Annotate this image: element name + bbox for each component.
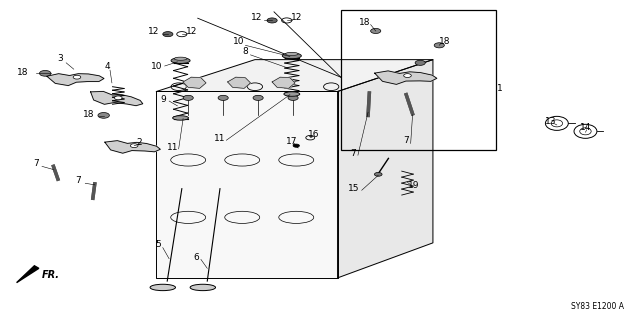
Ellipse shape	[150, 284, 175, 291]
Text: 2: 2	[136, 138, 142, 147]
Text: 9: 9	[160, 95, 166, 104]
Polygon shape	[375, 71, 437, 84]
Ellipse shape	[285, 52, 298, 55]
Circle shape	[404, 74, 412, 77]
Polygon shape	[227, 77, 250, 88]
Polygon shape	[157, 60, 433, 92]
Text: 1: 1	[497, 84, 503, 93]
Polygon shape	[272, 77, 295, 88]
Circle shape	[218, 95, 228, 100]
Text: 5: 5	[155, 240, 161, 249]
Circle shape	[73, 75, 81, 79]
Text: 15: 15	[348, 184, 359, 193]
Text: 18: 18	[83, 110, 94, 119]
Text: 19: 19	[408, 181, 420, 190]
Text: 18: 18	[439, 37, 450, 46]
Circle shape	[98, 113, 110, 118]
Text: 16: 16	[308, 130, 319, 139]
Text: 7: 7	[32, 159, 38, 168]
Text: 6: 6	[194, 253, 199, 262]
Text: 8: 8	[243, 46, 248, 56]
Circle shape	[115, 96, 122, 100]
Polygon shape	[183, 77, 206, 88]
Circle shape	[163, 32, 173, 37]
Text: FR.: FR.	[42, 270, 60, 280]
Text: 4: 4	[104, 62, 110, 71]
Circle shape	[434, 43, 445, 48]
Text: 7: 7	[403, 136, 409, 145]
Circle shape	[415, 60, 426, 65]
Circle shape	[131, 144, 138, 148]
Polygon shape	[17, 266, 39, 283]
Polygon shape	[105, 141, 161, 153]
Text: 13: 13	[545, 116, 556, 126]
Circle shape	[375, 172, 382, 176]
Polygon shape	[90, 92, 143, 106]
Ellipse shape	[174, 57, 187, 60]
Ellipse shape	[173, 116, 189, 120]
Ellipse shape	[282, 53, 301, 59]
Text: 12: 12	[186, 28, 197, 36]
Circle shape	[267, 18, 277, 23]
Text: SY83 E1200 A: SY83 E1200 A	[571, 302, 624, 311]
Ellipse shape	[190, 284, 215, 291]
Circle shape	[253, 95, 263, 100]
Text: 7: 7	[75, 176, 81, 185]
Text: 17: 17	[286, 137, 297, 146]
Ellipse shape	[171, 58, 190, 63]
Circle shape	[183, 95, 193, 100]
Circle shape	[371, 28, 381, 34]
Bar	[341, 10, 496, 150]
Text: 11: 11	[214, 134, 225, 143]
Text: 10: 10	[151, 62, 162, 71]
Text: 11: 11	[166, 143, 178, 152]
Polygon shape	[157, 92, 338, 278]
Text: 14: 14	[580, 123, 591, 132]
Text: 3: 3	[57, 54, 62, 63]
Ellipse shape	[284, 92, 300, 96]
Text: 12: 12	[290, 13, 302, 22]
Text: 10: 10	[233, 37, 245, 46]
Text: 18: 18	[359, 18, 370, 27]
Text: 18: 18	[17, 68, 29, 77]
Circle shape	[293, 144, 299, 147]
Text: 12: 12	[250, 13, 262, 22]
Circle shape	[288, 95, 298, 100]
Circle shape	[39, 70, 51, 76]
Text: 12: 12	[148, 28, 159, 36]
Polygon shape	[338, 60, 433, 278]
Text: 7: 7	[350, 149, 356, 158]
Polygon shape	[47, 74, 104, 85]
